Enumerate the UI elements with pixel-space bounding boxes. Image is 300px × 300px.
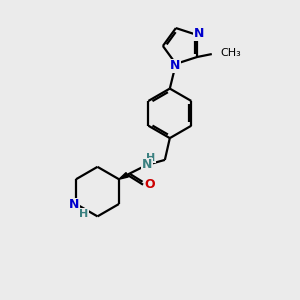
Text: O: O: [145, 178, 155, 191]
Text: H: H: [79, 209, 88, 219]
Text: N: N: [170, 59, 180, 72]
Polygon shape: [119, 172, 128, 179]
Text: N: N: [194, 27, 204, 40]
Text: H: H: [146, 153, 156, 163]
Text: N: N: [142, 158, 152, 171]
Text: CH₃: CH₃: [221, 48, 242, 58]
Text: N: N: [69, 199, 79, 212]
